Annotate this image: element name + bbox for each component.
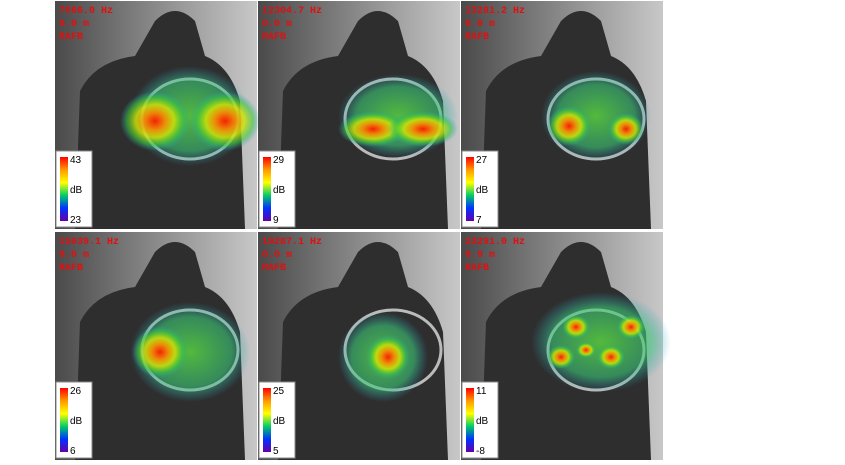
colorbar-max: 43 [70, 155, 82, 166]
panel: 7666.0 Hz 0.0 m RAFB 43 dB 23 [55, 1, 260, 229]
colorbar-unit: dB [70, 185, 83, 196]
heat-spot [120, 91, 190, 151]
heat-spot [366, 335, 410, 379]
colorbar-min: 6 [70, 446, 76, 457]
frequency-label: 15039.1 Hz [59, 237, 119, 248]
colorbar-unit: dB [476, 185, 489, 196]
distance-label: 0.0 m [465, 19, 495, 30]
colorbar-min: 9 [273, 215, 279, 226]
heat-spot [132, 326, 188, 378]
colorbar [466, 388, 474, 452]
mode-label: RAFB [262, 32, 286, 43]
colorbar [60, 388, 68, 452]
colorbar-max: 27 [476, 155, 488, 166]
distance-label: 0.0 m [465, 250, 495, 261]
mode-label: RAFB [262, 263, 286, 274]
distance-label: 0.0 m [262, 250, 292, 261]
panel: 19287.1 Hz 0.0 m RAFB 25 dB 5 [258, 232, 460, 460]
distance-label: 0.0 m [262, 19, 292, 30]
colorbar-max: 26 [70, 386, 82, 397]
frequency-label: 19287.1 Hz [262, 237, 322, 248]
colorbar [466, 157, 474, 221]
colorbar [60, 157, 68, 221]
colorbar [263, 388, 271, 452]
heat-spot [547, 345, 575, 369]
mode-label: RAFB [465, 263, 489, 274]
colorbar-max: 25 [273, 386, 285, 397]
colorbar [263, 157, 271, 221]
mode-label: RAFB [59, 32, 83, 43]
colorbar-max: 29 [273, 155, 285, 166]
panel: 13281.2 Hz 0.0 m RAFB 27 dB 7 [461, 1, 663, 229]
heat-spot [531, 292, 671, 392]
distance-label: 0.0 m [59, 250, 89, 261]
colorbar-min: -8 [476, 446, 485, 457]
heat-spot [388, 111, 458, 147]
heat-spot [190, 91, 260, 151]
mode-label: RAFB [59, 263, 83, 274]
frequency-label: 7666.0 Hz [59, 6, 113, 17]
heat-spot [597, 345, 625, 369]
heat-spot [338, 111, 408, 147]
heat-spot [608, 113, 644, 145]
colorbar-unit: dB [476, 416, 489, 427]
heat-spot [576, 342, 596, 358]
heat-spot [617, 315, 645, 339]
frequency-label: 23291.0 Hz [465, 237, 525, 248]
distance-label: 0.0 m [59, 19, 89, 30]
heat-spot [547, 106, 591, 146]
colorbar-unit: dB [70, 416, 83, 427]
panel: 23291.0 Hz 0.0 m RAFB 11 dB -8 [461, 232, 671, 460]
panel: 15039.1 Hz 0.0 m RAFB 26 dB 6 [55, 232, 257, 460]
colorbar-min: 5 [273, 446, 279, 457]
frequency-label: 12304.7 Hz [262, 6, 322, 17]
colorbar-min: 7 [476, 215, 482, 226]
panel: 12304.7 Hz 0.0 m RAFB 29 dB 9 [258, 1, 460, 229]
frequency-label: 13281.2 Hz [465, 6, 525, 17]
colorbar-unit: dB [273, 185, 286, 196]
heat-spot [562, 315, 590, 339]
colorbar-unit: dB [273, 416, 286, 427]
colorbar-min: 23 [70, 215, 82, 226]
colorbar-max: 11 [476, 386, 487, 397]
mode-label: RAFB [465, 32, 489, 43]
